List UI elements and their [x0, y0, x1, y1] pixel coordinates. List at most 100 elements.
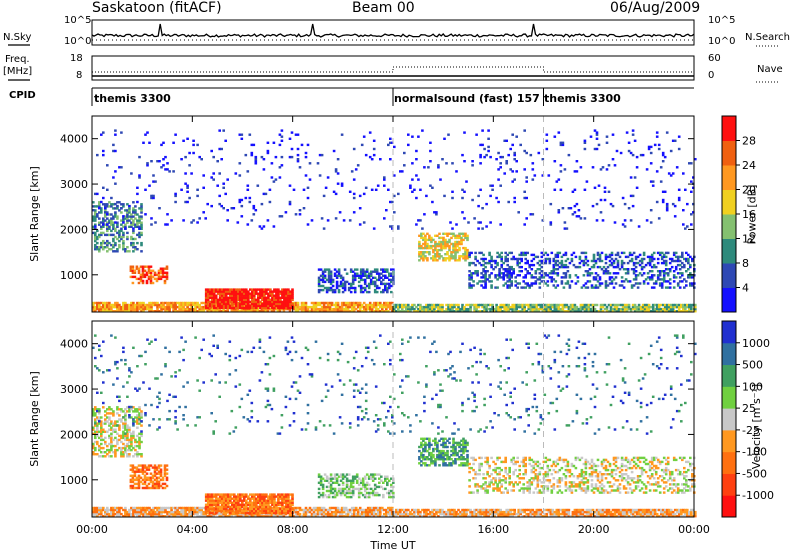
velocity-cell: [306, 515, 310, 518]
power-cell: [372, 303, 376, 307]
power-cell: [156, 160, 159, 163]
power-cell: [615, 305, 619, 309]
power-cell: [616, 253, 620, 257]
velocity-cell: [129, 480, 133, 484]
power-cell: [607, 164, 611, 167]
power-cell: [616, 259, 620, 263]
power-cell: [275, 298, 278, 301]
power-cell: [140, 233, 143, 237]
power-cell: [658, 272, 662, 275]
power-cell: [597, 143, 601, 147]
velocity-cell: [279, 503, 282, 506]
power-cell: [454, 257, 457, 260]
velocity-cell: [200, 510, 203, 514]
power-cell: [531, 213, 535, 216]
velocity-cell: [118, 506, 121, 510]
power-cell: [132, 246, 135, 249]
velocity-cell: [376, 506, 380, 510]
power-cell: [659, 180, 663, 183]
power-cell: [112, 250, 115, 253]
power-cell: [310, 307, 314, 311]
power-cell: [411, 162, 414, 165]
power-cell: [98, 310, 101, 313]
power-cell: [486, 278, 489, 281]
power-cell: [304, 310, 308, 313]
power-cell: [138, 227, 141, 230]
power-cell: [104, 241, 107, 245]
power-cell: [267, 306, 270, 310]
power-cell: [341, 278, 345, 282]
power-cell: [129, 267, 133, 270]
power-cell: [137, 277, 141, 281]
power-cell: [652, 282, 656, 285]
velocity-cell: [133, 472, 137, 475]
power-cell: [637, 305, 641, 309]
power-cell: [489, 221, 492, 224]
velocity-cell: [269, 507, 272, 511]
power-cell: [96, 248, 99, 251]
velocity-cell: [298, 508, 302, 512]
power-cell: [216, 160, 219, 163]
power-cell: [632, 263, 636, 267]
power-cell: [271, 298, 274, 301]
power-cell: [389, 225, 392, 228]
power-cell: [320, 305, 324, 309]
power-cell: [285, 290, 288, 293]
power-cell: [436, 248, 439, 252]
velocity-cell: [243, 505, 246, 509]
velocity-cell: [275, 505, 278, 509]
power-cell: [523, 129, 526, 132]
power-cell: [604, 253, 608, 257]
power-cell: [130, 221, 133, 224]
velocity-cell: [212, 507, 216, 511]
power-cell: [407, 307, 410, 311]
power-colorbar-label: 24: [742, 159, 756, 172]
power-cell: [468, 274, 471, 277]
power-cell: [98, 307, 101, 311]
power-cell: [136, 307, 139, 311]
velocity-cell: [242, 515, 246, 518]
power-cell: [106, 223, 109, 226]
power-cell: [616, 263, 620, 267]
power-cell: [529, 303, 533, 307]
velocity-cell: [267, 497, 270, 500]
power-cell: [610, 251, 614, 255]
velocity-cell: [143, 482, 147, 486]
power-cell: [132, 237, 135, 241]
velocity-cell: [245, 509, 248, 513]
power-cell: [582, 261, 586, 265]
power-cell: [132, 305, 135, 309]
power-cell: [618, 268, 622, 271]
power-cell: [373, 270, 377, 273]
power-cell: [451, 162, 454, 165]
velocity-cell: [198, 506, 201, 510]
velocity-cell: [233, 497, 236, 500]
power-cell: [506, 270, 509, 273]
power-cell: [637, 225, 641, 228]
power-cell: [448, 259, 451, 262]
power-cell: [511, 180, 514, 183]
power-cell: [514, 276, 517, 279]
power-cell: [291, 304, 294, 308]
power-cell: [196, 303, 199, 307]
power-cell: [124, 310, 127, 313]
power-cell: [498, 272, 501, 275]
velocity-cell: [352, 506, 356, 510]
power-cell: [245, 292, 248, 295]
power-cell: [373, 290, 377, 294]
power-cell: [290, 155, 294, 159]
power-cell: [319, 274, 323, 277]
power-cell: [94, 215, 97, 218]
velocity-cell: [360, 515, 364, 518]
power-cell: [413, 307, 416, 311]
power-cell: [317, 282, 321, 286]
power-cell: [188, 307, 191, 311]
power-colorbar-segment: [722, 214, 736, 239]
power-cell: [554, 272, 558, 275]
velocity-cell: [218, 509, 222, 513]
velocity-cell: [241, 493, 244, 496]
velocity-cell: [131, 470, 135, 473]
power-cell: [437, 303, 440, 307]
power-cell: [136, 241, 139, 245]
power-cell: [224, 310, 227, 313]
